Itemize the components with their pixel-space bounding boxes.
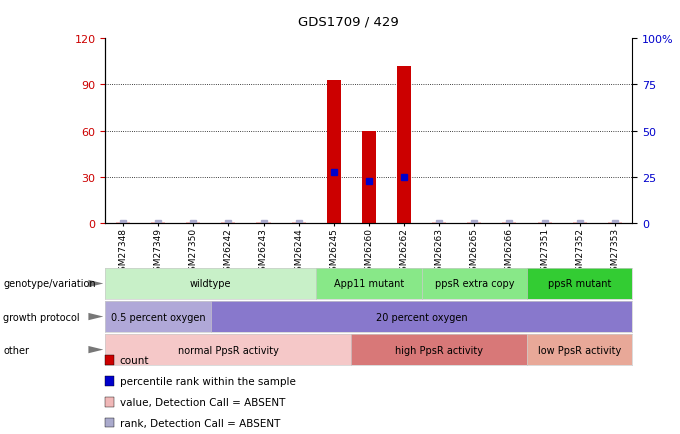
Text: count: count (120, 355, 149, 365)
Bar (326, 81, 341, 224)
Bar (151, 222, 165, 224)
Polygon shape (88, 280, 103, 287)
Bar (538, 222, 551, 224)
Text: high PpsR activity: high PpsR activity (395, 345, 483, 355)
Bar (503, 222, 517, 224)
Text: genotype/variation: genotype/variation (3, 279, 96, 289)
Polygon shape (88, 313, 103, 320)
Text: growth protocol: growth protocol (3, 312, 80, 322)
Text: normal PpsR activity: normal PpsR activity (178, 345, 279, 355)
Bar (256, 222, 271, 224)
Text: rank, Detection Call = ABSENT: rank, Detection Call = ABSENT (120, 418, 280, 427)
Bar (432, 222, 446, 224)
Text: value, Detection Call = ABSENT: value, Detection Call = ABSENT (120, 397, 285, 407)
Text: wildtype: wildtype (190, 279, 232, 289)
Text: ppsR mutant: ppsR mutant (548, 279, 611, 289)
Bar (186, 222, 201, 224)
Text: 20 percent oxygen: 20 percent oxygen (376, 312, 467, 322)
Text: other: other (3, 345, 29, 355)
Bar (608, 222, 622, 224)
Bar (221, 222, 235, 224)
Bar (116, 222, 130, 224)
Polygon shape (88, 346, 103, 353)
Bar (362, 131, 376, 224)
Text: 0.5 percent oxygen: 0.5 percent oxygen (111, 312, 205, 322)
Text: low PpsR activity: low PpsR activity (538, 345, 622, 355)
Text: App11 mutant: App11 mutant (334, 279, 404, 289)
Bar (573, 222, 587, 224)
Text: ppsR extra copy: ppsR extra copy (435, 279, 514, 289)
Text: GDS1709 / 429: GDS1709 / 429 (298, 15, 399, 28)
Bar (467, 222, 481, 224)
Bar (397, 67, 411, 224)
Text: percentile rank within the sample: percentile rank within the sample (120, 376, 296, 386)
Bar (292, 222, 306, 224)
